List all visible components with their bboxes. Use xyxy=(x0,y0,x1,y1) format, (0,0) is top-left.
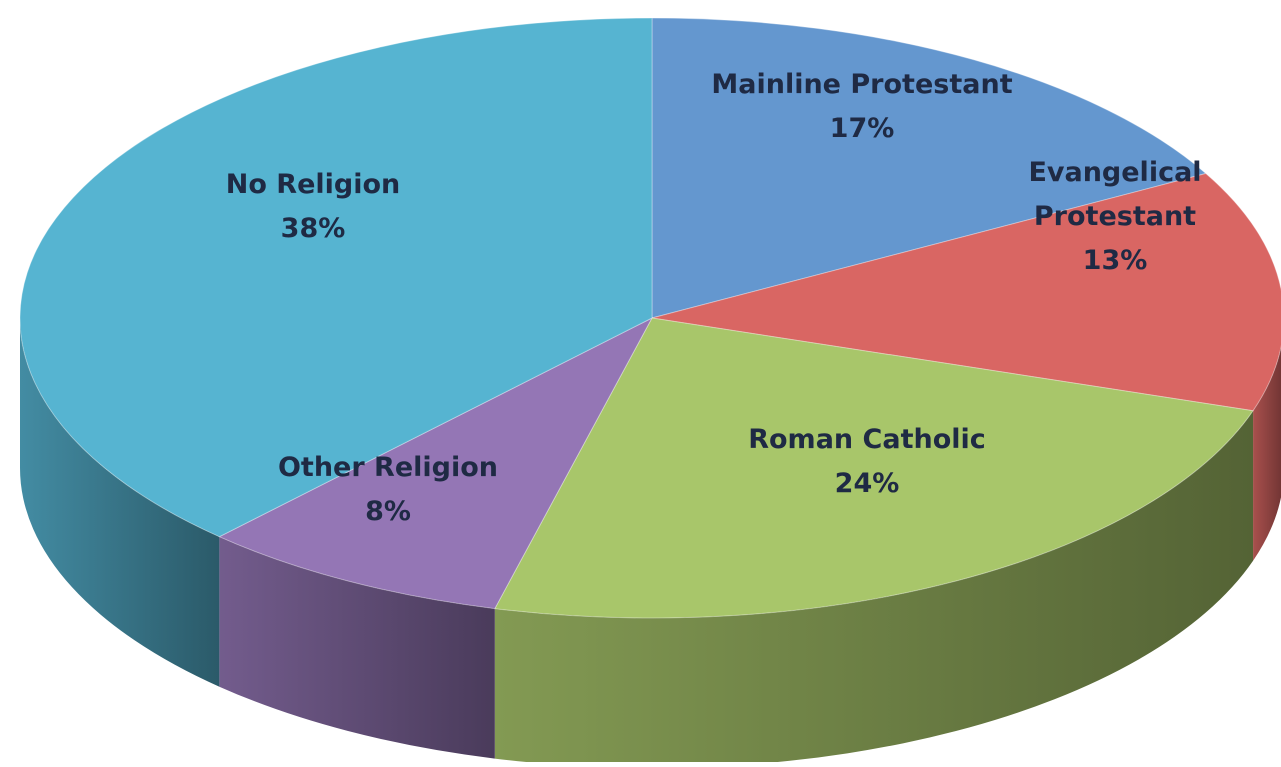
pie-side-roman-catholic xyxy=(494,410,1254,767)
pie-slice-evangelical-protestant xyxy=(651,172,1281,412)
slice-label-roman-catholic: Roman Catholic 24% xyxy=(748,424,986,499)
pie-slice-mainline-protestant xyxy=(651,17,1207,319)
slice-name-label: Protestant xyxy=(1034,201,1196,232)
slice-label-no-religion: No Religion 38% xyxy=(226,169,401,244)
slice-name-label: No Religion xyxy=(226,169,401,200)
slice-name-label: Other Religion xyxy=(278,452,498,483)
slice-value-label: 17% xyxy=(830,113,895,144)
slice-value-label: 8% xyxy=(365,496,411,527)
slice-value-label: 24% xyxy=(835,468,900,499)
pie-side-evangelical-protestant xyxy=(1253,347,1281,561)
slice-name-label: Mainline Protestant xyxy=(711,69,1012,100)
slice-label-mainline-protestant: Mainline Protestant 17% xyxy=(711,69,1012,144)
slice-name-label: Evangelical xyxy=(1028,157,1201,188)
slice-label-other-religion: Other Religion 8% xyxy=(278,452,498,527)
slice-value-label: 38% xyxy=(281,213,346,244)
slice-label-evangelical-protestant: Evangelical Protestant 13% xyxy=(1028,157,1201,276)
pie-label-layer: Mainline Protestant 17% Evangelical Protest… xyxy=(226,69,1202,527)
pie-slice-other-religion xyxy=(218,316,654,610)
pie-slice-roman-catholic xyxy=(494,317,1254,619)
pie-side-layer xyxy=(20,318,1281,767)
slice-name-label: Roman Catholic xyxy=(748,424,986,455)
pie-side-other-religion xyxy=(219,536,495,759)
slice-value-label: 13% xyxy=(1083,245,1148,276)
pie-slice-no-religion xyxy=(19,17,653,538)
pie-top-layer xyxy=(19,17,1281,619)
pie-side-no-religion xyxy=(20,318,220,687)
